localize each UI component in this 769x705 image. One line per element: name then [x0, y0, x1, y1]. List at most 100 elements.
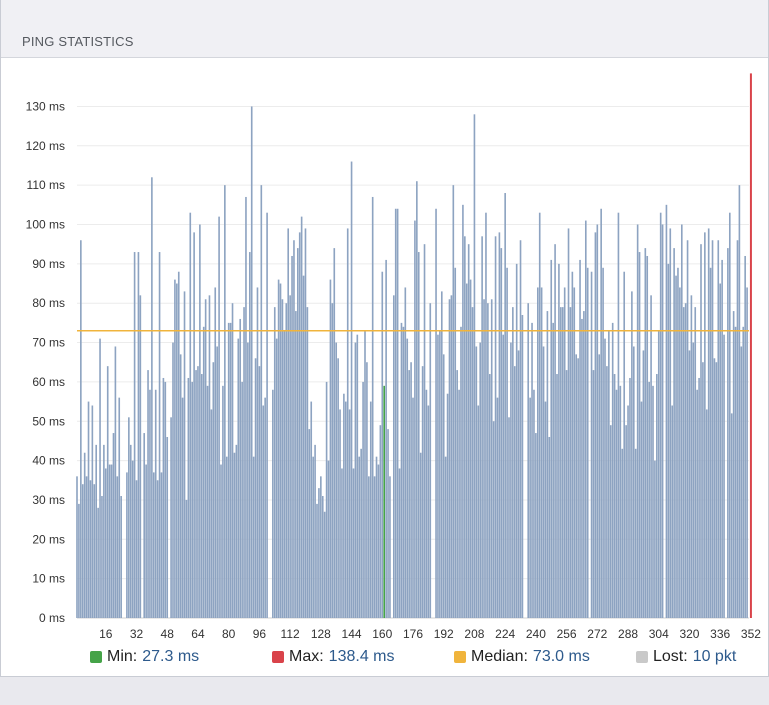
- ping-bar: [502, 334, 505, 618]
- ping-bar: [421, 366, 424, 618]
- ping-bar: [679, 287, 681, 618]
- ping-bar: [705, 409, 708, 618]
- ping-bar: [243, 307, 245, 618]
- x-tick-label: 288: [618, 627, 638, 641]
- ping-bar: [454, 267, 457, 618]
- x-tick-label: 48: [161, 627, 175, 641]
- ping-bar: [471, 307, 474, 618]
- x-tick-label: 208: [464, 627, 484, 641]
- ping-bar: [629, 377, 631, 618]
- ping-bar: [487, 303, 489, 618]
- ping-bar: [331, 303, 334, 618]
- ping-bar: [99, 338, 101, 618]
- ping-bar: [164, 381, 167, 618]
- ping-bar: [220, 464, 222, 618]
- x-tick-label: 112: [281, 627, 300, 641]
- ping-bar: [189, 212, 192, 618]
- ping-bar: [116, 476, 119, 618]
- ping-bar: [667, 263, 670, 618]
- ping-bar: [225, 456, 228, 618]
- ping-bar: [229, 322, 232, 618]
- ping-bar: [185, 499, 188, 618]
- ping-bar: [343, 393, 345, 618]
- panel-title: PING STATISTICS: [22, 34, 134, 49]
- ping-bar: [717, 240, 720, 619]
- ping-bar: [485, 212, 487, 618]
- ping-bar: [387, 429, 389, 618]
- ping-bar: [314, 444, 316, 618]
- ping-bar: [321, 496, 324, 618]
- ping-bar: [728, 212, 731, 618]
- ping-bar: [404, 287, 407, 618]
- ping-bar: [546, 311, 549, 618]
- legend-min: Min: 27.3 ms: [90, 646, 199, 668]
- x-tick-label: 304: [649, 627, 669, 641]
- ping-bar: [492, 421, 495, 618]
- ping-bar: [260, 185, 263, 618]
- ping-bar: [464, 236, 466, 618]
- ping-bar: [200, 374, 203, 618]
- ping-bar: [289, 295, 291, 618]
- ping-bar: [304, 228, 307, 618]
- ping-bar: [362, 381, 364, 618]
- x-tick-label: 128: [311, 627, 331, 641]
- ping-bar: [162, 377, 165, 618]
- ping-bar: [561, 307, 564, 618]
- ping-bar: [214, 287, 217, 618]
- ping-bar: [366, 362, 368, 618]
- ping-bar: [727, 248, 729, 619]
- ping-bar: [450, 295, 453, 618]
- ping-bar: [377, 464, 380, 618]
- ping-bar: [661, 224, 664, 618]
- ping-bar: [172, 342, 174, 618]
- ping-bar: [734, 326, 737, 618]
- ping-bar: [496, 397, 499, 618]
- ping-bar: [715, 362, 718, 618]
- x-tick-label: 272: [587, 627, 607, 641]
- ping-bar: [425, 389, 428, 618]
- ping-bar: [408, 370, 410, 618]
- ping-bar: [615, 389, 618, 618]
- ping-bar: [368, 476, 370, 618]
- ping-bar: [584, 220, 587, 618]
- y-tick-label: 110 ms: [27, 178, 65, 192]
- x-tick-label: 336: [710, 627, 730, 641]
- y-tick-label: 0 ms: [39, 611, 65, 625]
- ping-bar: [573, 287, 576, 618]
- ping-bar: [627, 405, 629, 618]
- ping-bar: [356, 334, 359, 618]
- ping-bar: [636, 224, 639, 618]
- ping-bar: [97, 507, 99, 618]
- ping-bar: [277, 279, 280, 618]
- ping-bar: [510, 342, 512, 618]
- ping-bar: [239, 318, 242, 618]
- ping-bar: [104, 468, 107, 618]
- ping-bar: [531, 322, 533, 618]
- ping-bar: [381, 271, 384, 618]
- ping-bar: [106, 366, 109, 618]
- ping-bar: [344, 401, 347, 618]
- ping-bar: [583, 311, 585, 618]
- ping-bar: [385, 259, 387, 618]
- ping-bar: [694, 307, 697, 618]
- ping-bar: [156, 480, 159, 618]
- ping-bar: [120, 496, 122, 618]
- ping-bar: [473, 114, 476, 618]
- median-value: 73.0 ms: [532, 648, 590, 665]
- ping-bar: [329, 279, 332, 618]
- x-tick-label: 160: [372, 627, 392, 641]
- ping-bar: [598, 354, 601, 618]
- ping-bar: [542, 346, 545, 618]
- ping-bar: [176, 283, 178, 618]
- ping-bar: [110, 464, 113, 618]
- ping-bar: [515, 263, 518, 618]
- ping-bar: [114, 346, 117, 618]
- x-tick-label: 96: [253, 627, 267, 641]
- ping-bar: [273, 307, 276, 618]
- ping-bar: [170, 417, 172, 618]
- ping-bar: [742, 326, 745, 618]
- ping-bar: [348, 409, 351, 618]
- ping-bar: [704, 232, 706, 618]
- ping-bar: [623, 271, 626, 618]
- ping-bar: [558, 263, 560, 618]
